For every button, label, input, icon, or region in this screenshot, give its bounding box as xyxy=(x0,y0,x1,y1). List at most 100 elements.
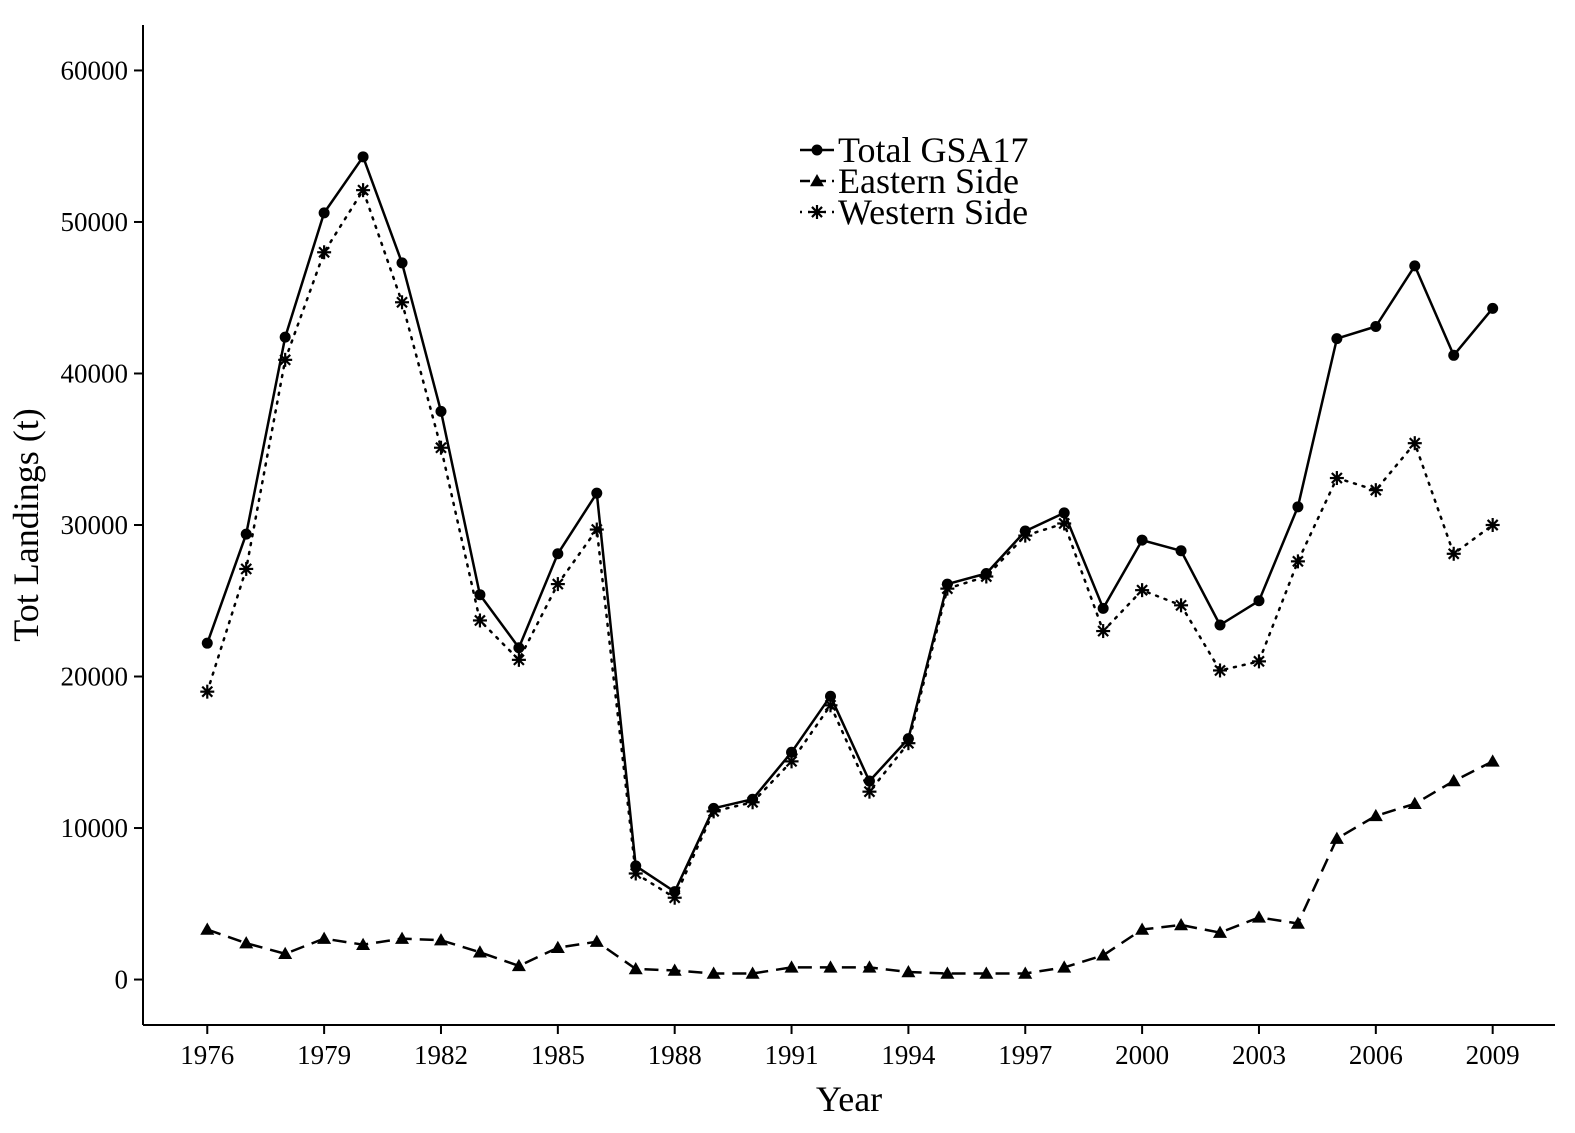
data-point xyxy=(201,637,213,649)
data-point xyxy=(1290,916,1305,929)
data-point xyxy=(1135,583,1150,598)
data-point xyxy=(239,936,254,949)
y-tick-label: 20000 xyxy=(61,662,129,692)
data-point xyxy=(356,183,371,198)
series-western-side xyxy=(200,183,1500,905)
data-point xyxy=(513,642,525,654)
data-point xyxy=(1290,554,1305,569)
x-tick-label: 1994 xyxy=(881,1040,936,1070)
data-point xyxy=(784,754,799,769)
data-point xyxy=(745,966,760,979)
data-point xyxy=(589,934,604,947)
data-point xyxy=(901,736,916,751)
x-tick-label: 2000 xyxy=(1115,1040,1169,1070)
data-point xyxy=(433,440,448,455)
data-point xyxy=(628,866,643,881)
data-point xyxy=(1292,501,1304,513)
data-point xyxy=(550,940,565,953)
data-point xyxy=(823,698,838,713)
data-point xyxy=(979,966,994,979)
legend-item: Western Side xyxy=(800,192,1028,232)
data-point xyxy=(550,577,565,592)
data-point xyxy=(1485,754,1500,767)
series-line xyxy=(206,155,1494,893)
data-point xyxy=(1174,918,1189,931)
data-point xyxy=(667,890,682,905)
legend-label: Total GSA17 xyxy=(838,130,1028,170)
series-line xyxy=(206,760,1494,975)
data-point xyxy=(1096,948,1111,961)
data-point xyxy=(240,528,252,540)
data-point xyxy=(745,795,760,810)
x-tick-label: 1997 xyxy=(998,1040,1052,1070)
x-tick-label: 1985 xyxy=(531,1040,585,1070)
data-point xyxy=(396,257,408,269)
data-point xyxy=(1407,796,1422,810)
data-point xyxy=(1097,602,1109,614)
data-point xyxy=(317,245,332,260)
data-point xyxy=(706,966,721,979)
data-point xyxy=(472,945,487,958)
data-point xyxy=(786,746,798,758)
data-point xyxy=(862,960,877,973)
data-point xyxy=(863,775,875,787)
legend-label: Eastern Side xyxy=(838,161,1019,201)
data-point xyxy=(1174,598,1189,613)
data-point xyxy=(552,548,564,560)
data-point xyxy=(1057,516,1072,531)
data-point xyxy=(1251,910,1266,923)
data-point xyxy=(433,933,448,946)
data-point xyxy=(318,207,330,219)
data-point xyxy=(511,958,526,972)
data-point xyxy=(357,151,369,163)
data-point xyxy=(1407,436,1422,451)
data-point xyxy=(200,684,215,699)
series-total-gsa17 xyxy=(201,151,1499,898)
data-point xyxy=(1409,260,1421,272)
data-point xyxy=(862,784,877,799)
data-point xyxy=(1136,534,1148,546)
data-point xyxy=(435,405,447,417)
data-point xyxy=(1213,925,1228,938)
data-point xyxy=(1446,774,1461,787)
y-tick-label: 40000 xyxy=(61,358,129,388)
data-point xyxy=(1018,528,1033,543)
legend-item: Eastern Side xyxy=(800,161,1019,201)
x-tick-label: 1979 xyxy=(297,1040,351,1070)
data-point xyxy=(1135,922,1150,935)
data-point xyxy=(589,522,604,537)
data-point xyxy=(1485,518,1500,532)
data-point xyxy=(278,946,293,960)
y-tick-label: 60000 xyxy=(61,55,129,85)
data-point xyxy=(239,561,254,576)
x-tick-label: 2009 xyxy=(1466,1040,1520,1070)
legend-marker xyxy=(811,144,823,156)
data-point xyxy=(1096,624,1111,639)
x-tick-label: 1991 xyxy=(765,1040,819,1070)
data-point xyxy=(279,331,291,343)
data-point xyxy=(1253,595,1265,607)
data-point xyxy=(1018,966,1033,979)
x-tick-label: 1988 xyxy=(648,1040,702,1070)
data-point xyxy=(356,937,371,950)
data-point xyxy=(824,690,836,702)
data-point xyxy=(1368,808,1383,822)
data-point xyxy=(940,581,955,596)
legend-item: Total GSA17 xyxy=(800,130,1028,170)
data-point xyxy=(395,931,410,944)
series-line xyxy=(206,188,1494,899)
legend-label: Western Side xyxy=(838,192,1028,232)
data-point xyxy=(1368,483,1383,498)
data-point xyxy=(667,963,682,976)
data-point xyxy=(511,652,526,667)
x-tick-label: 1976 xyxy=(180,1040,234,1070)
data-point xyxy=(474,589,486,601)
data-point xyxy=(1058,507,1070,519)
data-point xyxy=(784,960,799,973)
data-point xyxy=(1370,321,1382,333)
x-tick-label: 1982 xyxy=(414,1040,468,1070)
data-point xyxy=(628,961,643,975)
data-point xyxy=(1175,545,1187,557)
data-point xyxy=(278,352,293,367)
